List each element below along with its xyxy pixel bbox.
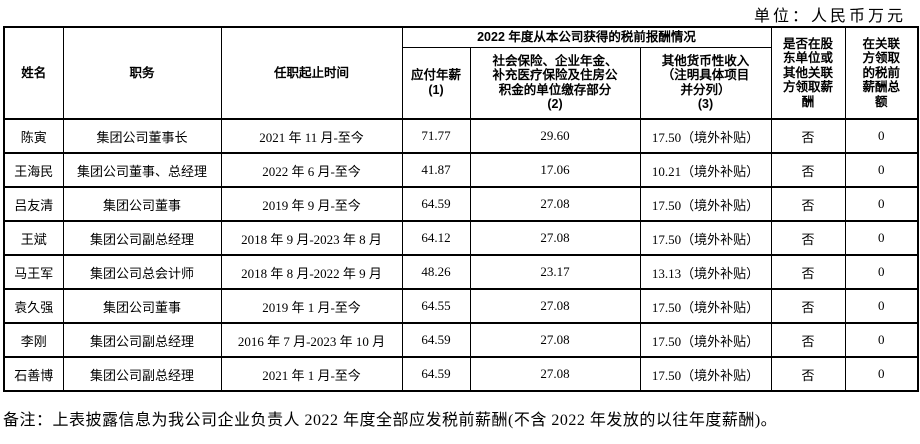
table-row: 吕友清 集团公司董事 2019 年 9 月-至今 64.59 27.08 17.50（境外… <box>3 186 919 222</box>
col-header-social-insurance: 社会保险、企业年金、 补充医疗保险及住房公 积金的单位缴存部分 (2) <box>469 46 641 120</box>
cell-related-total: 0 <box>844 356 919 392</box>
cell-name: 石善博 <box>3 356 64 392</box>
table-row: 马王军 集团公司总会计师 2018 年 8 月-2022 年 9 月 48.26 23.… <box>3 254 919 290</box>
cell-tenure: 2018 年 8 月-2022 年 9 月 <box>220 254 403 290</box>
cell-paid-by-related: 否 <box>770 356 846 392</box>
cell-social-insurance: 27.08 <box>469 288 641 324</box>
cell-position: 集团公司董事 <box>62 186 222 222</box>
table-row: 王斌 集团公司副总经理 2018 年 9 月-2023 年 8 月 64.12 27.0… <box>3 220 919 256</box>
cell-annual-salary: 48.26 <box>401 254 471 290</box>
cell-other-income: 17.50（境外补贴） <box>639 288 772 324</box>
table-row: 石善博 集团公司副总经理 2021 年 1 月-至今 64.59 27.08 17.50（… <box>3 356 919 392</box>
col-header-position: 职务 <box>62 26 222 120</box>
header-row-top: 姓名 职务 任职起止时间 2022 年度从本公司获得的税前报酬情况 是否在股 东… <box>3 26 919 120</box>
table-row: 王海民 集团公司董事、总经理 2022 年 6 月-至今 41.87 17.06 10.2… <box>3 152 919 188</box>
cell-position: 集团公司董事 <box>62 288 222 324</box>
cell-position: 集团公司董事、总经理 <box>62 152 222 188</box>
cell-other-income: 13.13（境外补贴） <box>639 254 772 290</box>
col-header-other-income: 其他货币性收入 （注明具体项目 并分列） (3) <box>639 46 772 120</box>
table-row: 袁久强 集团公司董事 2019 年 1 月-至今 64.55 27.08 17.50（境外… <box>3 288 919 324</box>
cell-related-total: 0 <box>844 322 919 358</box>
cell-other-income: 17.50（境外补贴） <box>639 220 772 256</box>
cell-social-insurance: 27.08 <box>469 186 641 222</box>
cell-related-total: 0 <box>844 220 919 256</box>
col-group-header-2022-compensation: 2022 年度从本公司获得的税前报酬情况 <box>401 26 772 48</box>
cell-position: 集团公司副总经理 <box>62 322 222 358</box>
cell-other-income: 17.50（境外补贴） <box>639 186 772 222</box>
table-body: 陈寅 集团公司董事长 2021 年 11 月-至今 71.77 29.60 17.50（境… <box>3 118 919 392</box>
cell-social-insurance: 27.08 <box>469 356 641 392</box>
cell-position: 集团公司总会计师 <box>62 254 222 290</box>
cell-paid-by-related: 否 <box>770 254 846 290</box>
cell-name: 袁久强 <box>3 288 64 324</box>
cell-paid-by-related: 否 <box>770 288 846 324</box>
cell-social-insurance: 23.17 <box>469 254 641 290</box>
cell-tenure: 2018 年 9 月-2023 年 8 月 <box>220 220 403 256</box>
cell-related-total: 0 <box>844 118 919 154</box>
cell-tenure: 2022 年 6 月-至今 <box>220 152 403 188</box>
cell-annual-salary: 64.59 <box>401 356 471 392</box>
cell-tenure: 2021 年 11 月-至今 <box>220 118 403 154</box>
cell-annual-salary: 41.87 <box>401 152 471 188</box>
cell-related-total: 0 <box>844 254 919 290</box>
cell-name: 马王军 <box>3 254 64 290</box>
cell-social-insurance: 17.06 <box>469 152 641 188</box>
cell-annual-salary: 64.55 <box>401 288 471 324</box>
cell-tenure: 2016 年 7 月-2023 年 10 月 <box>220 322 403 358</box>
cell-paid-by-related: 否 <box>770 152 846 188</box>
cell-paid-by-related: 否 <box>770 322 846 358</box>
cell-tenure: 2021 年 1 月-至今 <box>220 356 403 392</box>
cell-position: 集团公司副总经理 <box>62 220 222 256</box>
compensation-table: 姓名 职务 任职起止时间 2022 年度从本公司获得的税前报酬情况 是否在股 东… <box>3 26 919 392</box>
cell-social-insurance: 29.60 <box>469 118 641 154</box>
table-row: 陈寅 集团公司董事长 2021 年 11 月-至今 71.77 29.60 17.50（境… <box>3 118 919 154</box>
col-header-name: 姓名 <box>3 26 64 120</box>
cell-paid-by-related: 否 <box>770 118 846 154</box>
header-row-sub: 应付年薪 (1) 社会保险、企业年金、 补充医疗保险及住房公 积金的单位缴存部分… <box>4 46 918 120</box>
col-header-paid-by-related: 是否在股 东单位或 其他关联 方领取薪 酬 <box>770 26 846 120</box>
cell-paid-by-related: 否 <box>770 186 846 222</box>
cell-tenure: 2019 年 1 月-至今 <box>220 288 403 324</box>
cell-paid-by-related: 否 <box>770 220 846 256</box>
cell-position: 集团公司副总经理 <box>62 356 222 392</box>
cell-annual-salary: 64.59 <box>401 322 471 358</box>
cell-related-total: 0 <box>844 288 919 324</box>
col-header-annual-salary: 应付年薪 (1) <box>401 46 471 120</box>
cell-name: 陈寅 <box>3 118 64 154</box>
cell-other-income: 17.50（境外补贴） <box>639 118 772 154</box>
cell-annual-salary: 64.12 <box>401 220 471 256</box>
cell-name: 王斌 <box>3 220 64 256</box>
cell-position: 集团公司董事长 <box>62 118 222 154</box>
cell-social-insurance: 27.08 <box>469 220 641 256</box>
cell-name: 李刚 <box>3 322 64 358</box>
cell-other-income: 17.50（境外补贴） <box>639 356 772 392</box>
col-header-tenure: 任职起止时间 <box>220 26 403 120</box>
col-header-related-total: 在关联 方领取 的税前 薪酬总 额 <box>844 26 919 120</box>
cell-social-insurance: 27.08 <box>469 322 641 358</box>
cell-annual-salary: 71.77 <box>401 118 471 154</box>
table-header: 姓名 职务 任职起止时间 2022 年度从本公司获得的税前报酬情况 是否在股 东… <box>3 26 919 120</box>
footnote: 备注：上表披露信息为我公司企业负责人 2022 年度全部应发税前薪酬(不含 20… <box>3 412 778 429</box>
cell-name: 吕友清 <box>3 186 64 222</box>
cell-annual-salary: 64.59 <box>401 186 471 222</box>
cell-related-total: 0 <box>844 152 919 188</box>
cell-name: 王海民 <box>3 152 64 188</box>
cell-related-total: 0 <box>844 186 919 222</box>
unit-label: 单位：人民币万元 <box>753 8 906 25</box>
table-row: 李刚 集团公司副总经理 2016 年 7 月-2023 年 10 月 64.59 27.… <box>3 322 919 358</box>
cell-other-income: 17.50（境外补贴） <box>639 322 772 358</box>
cell-other-income: 10.21（境外补贴） <box>639 152 772 188</box>
cell-tenure: 2019 年 9 月-至今 <box>220 186 403 222</box>
